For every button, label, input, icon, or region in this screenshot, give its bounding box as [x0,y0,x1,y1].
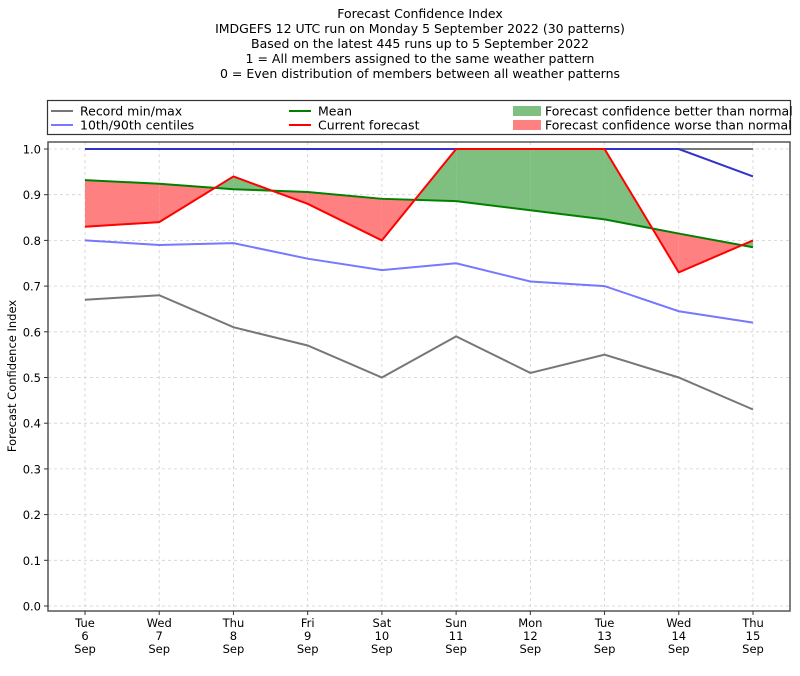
x-tick-label-date: 11 [449,629,464,643]
x-tick-label-date: 7 [156,629,163,643]
x-tick-label-day: Tue [74,616,95,630]
legend-frame [46,99,792,136]
title-line-3: Based on the latest 445 runs up to 5 Sep… [251,36,589,51]
y-tick-label: 0.4 [23,417,41,431]
x-tick-label-date: 8 [230,629,237,643]
series-line-90th-centile [85,148,754,178]
legend-item-record-minmax: Record min/max [51,104,182,119]
x-tick-label-day: Thu [222,616,245,630]
fill-better-than-normal-6-0 [530,149,605,220]
x-tick-label-day: Fri [301,616,315,630]
x-tick-label-month: Sep [297,642,319,656]
x-tick-label-month: Sep [445,642,467,656]
x-tick-label-day: Mon [518,616,542,630]
legend-label-current-forecast: Current forecast [318,118,420,133]
legend-item-current-forecast: Current forecast [289,118,420,133]
x-tick-label-day: Wed [666,616,691,630]
fill-worse-than-normal-0-0 [85,180,160,227]
x-tick-label-month: Sep [519,642,541,656]
x-tick-label-date: 6 [81,629,88,643]
y-tick-label: 1.0 [23,143,41,157]
legend-label-centiles: 10th/90th centiles [80,118,194,133]
legend-label-better: Forecast confidence better than normal [545,104,793,119]
chart-title: Forecast Confidence Index IMDGEFS 12 UTC… [215,6,625,81]
x-tick-label-month: Sep [74,642,96,656]
fill-better-than-normal-5-0 [456,149,531,211]
legend-item-centiles: 10th/90th centiles [51,118,194,133]
legend-swatch-worse [513,120,541,130]
series-line-current-forecast [84,148,754,274]
x-tick-label-date: 15 [746,629,761,643]
y-tick-label: 0.0 [23,600,41,614]
y-tick-label: 0.1 [23,554,41,568]
series-line-10th-centile [84,239,754,324]
x-tick-label-month: Sep [668,642,690,656]
plot-frame [47,141,791,612]
legend-label-mean: Mean [318,104,352,119]
x-tick-label-month: Sep [223,642,245,656]
x-tick-label-day: Thu [741,616,764,630]
y-tick-label: 0.6 [23,325,41,339]
x-tick-label-date: 14 [671,629,686,643]
x-tick-label-day: Sat [372,616,391,630]
legend-label-worse: Forecast confidence worse than normal [545,118,792,133]
legend-item-mean: Mean [289,104,352,119]
y-tick-label: 0.8 [23,234,41,248]
legend-item-worse: Forecast confidence worse than normal [513,118,792,133]
title-line-1: Forecast Confidence Index [337,6,503,21]
legend-label-record-minmax: Record min/max [80,104,182,119]
plot-area: 0.00.10.20.30.40.50.60.70.80.91.0 Tue6Se… [5,141,791,656]
x-tick-label-month: Sep [371,642,393,656]
x-tick-label-month: Sep [148,642,170,656]
series-line-record-min [84,294,754,411]
x-tick-label-month: Sep [742,642,764,656]
title-line-2: IMDGEFS 12 UTC run on Monday 5 September… [215,21,625,36]
x-tick-label-month: Sep [594,642,616,656]
x-tick-label-date: 9 [304,629,311,643]
confidence-fills [85,149,753,273]
series-lines [84,148,754,411]
series-line-mean [84,179,754,249]
legend-swatch-better [513,106,541,116]
y-tick-label: 0.7 [23,280,41,294]
x-axis: Tue6SepWed7SepThu8SepFri9SepSat10SepSun1… [74,611,764,656]
y-axis: 0.0 0.1 0.2 0.3 0.4 0.5 0.6 0.7 0.8 0.9 1.0 [23,143,48,614]
y-axis-label: Forecast Confidence Index [5,300,19,452]
y-tick-label: 0.9 [23,188,41,202]
title-line-5: 0 = Even distribution of members between… [220,66,620,81]
x-tick-label-day: Tue [594,616,615,630]
x-tick-label-date: 12 [523,629,538,643]
x-tick-label-day: Wed [147,616,172,630]
y-tick-label: 0.5 [23,371,41,385]
x-tick-label-date: 13 [597,629,612,643]
x-tick-label-day: Sun [445,616,467,630]
legend: Record min/max 10th/90th centiles Mean C… [46,99,793,136]
x-tick-label-date: 10 [375,629,390,643]
title-line-4: 1 = All members assigned to the same wea… [246,51,595,66]
y-tick-label: 0.3 [23,462,41,476]
fill-worse-than-normal-3-0 [307,191,382,241]
y-tick-label: 0.2 [23,508,41,522]
legend-item-better: Forecast confidence better than normal [513,104,793,119]
